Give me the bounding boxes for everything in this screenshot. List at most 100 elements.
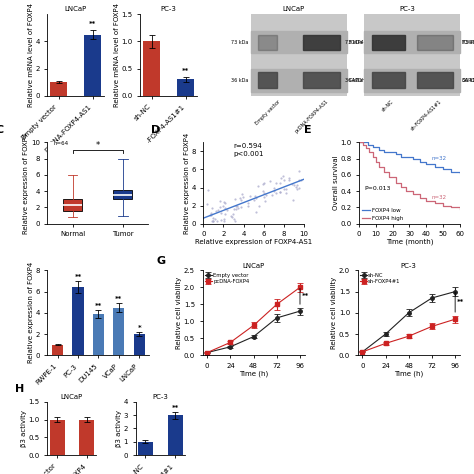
PathPatch shape — [63, 199, 82, 211]
Text: **: ** — [457, 299, 465, 305]
Text: 73 kDa: 73 kDa — [345, 40, 362, 45]
Point — [246, 192, 254, 200]
Text: P=0.013: P=0.013 — [364, 185, 391, 191]
Title: PC-3: PC-3 — [152, 394, 168, 400]
Text: 36 kDa: 36 kDa — [462, 79, 474, 83]
Bar — [50, 82, 67, 96]
Point — [285, 176, 292, 183]
Y-axis label: β3 activity: β3 activity — [116, 410, 122, 447]
Point — [206, 211, 213, 219]
Y-axis label: Relative mRNA level of FOXP4: Relative mRNA level of FOXP4 — [28, 3, 34, 107]
Point — [218, 217, 225, 224]
Text: **: ** — [95, 302, 102, 309]
Point — [293, 185, 301, 192]
Point — [230, 215, 238, 223]
Point — [268, 191, 275, 199]
Y-axis label: Overall survival: Overall survival — [333, 155, 339, 210]
Point — [232, 202, 240, 210]
Point — [277, 188, 284, 196]
Point — [270, 187, 278, 195]
Bar — [177, 79, 194, 96]
Bar — [417, 36, 453, 50]
Bar — [134, 334, 145, 356]
Point — [291, 181, 298, 189]
Point — [282, 189, 289, 196]
Point — [209, 217, 216, 225]
Point — [261, 193, 268, 201]
Text: E: E — [304, 125, 311, 135]
Point — [237, 194, 244, 202]
Text: B: B — [17, 0, 25, 1]
Bar — [138, 442, 153, 455]
Y-axis label: Relative expression of FOXP4: Relative expression of FOXP4 — [184, 132, 190, 234]
Legend: Empty vector, pcDNA-FOXP4: Empty vector, pcDNA-FOXP4 — [205, 273, 249, 284]
Point — [208, 204, 216, 211]
Bar — [303, 36, 340, 50]
Text: 73 kDa: 73 kDa — [462, 40, 474, 45]
Point — [227, 212, 235, 219]
Point — [237, 204, 245, 211]
Bar — [364, 69, 460, 91]
Bar — [50, 419, 64, 455]
Point — [223, 207, 230, 214]
Point — [220, 215, 228, 223]
Text: n=32: n=32 — [431, 156, 447, 161]
Text: *: * — [137, 325, 141, 331]
Point — [229, 210, 237, 218]
Text: p<0.001: p<0.001 — [234, 151, 264, 157]
Point — [222, 204, 229, 212]
Bar — [258, 72, 277, 88]
X-axis label: Relative expression of FOXP4-AS1: Relative expression of FOXP4-AS1 — [195, 239, 312, 245]
Y-axis label: Relative cell viability: Relative cell viability — [331, 277, 337, 349]
Point — [214, 217, 221, 225]
Point — [220, 199, 228, 206]
Point — [288, 180, 296, 187]
Point — [278, 175, 285, 182]
Text: sh-NC: sh-NC — [381, 99, 394, 113]
Point — [207, 211, 215, 219]
Text: **: ** — [302, 293, 309, 299]
Text: **: ** — [172, 405, 179, 410]
Point — [234, 205, 242, 212]
Bar — [143, 41, 160, 96]
Point — [228, 213, 236, 221]
Text: GAPDH: GAPDH — [462, 79, 474, 83]
Point — [210, 217, 217, 225]
Y-axis label: Relative expression of FOXP4: Relative expression of FOXP4 — [28, 262, 34, 364]
Bar — [364, 30, 460, 53]
Point — [252, 208, 260, 216]
Point — [210, 217, 217, 225]
Point — [212, 208, 219, 215]
Text: *: * — [96, 141, 100, 150]
Bar — [417, 72, 453, 88]
Point — [282, 185, 290, 193]
Point — [297, 176, 304, 183]
Text: Empty vector: Empty vector — [255, 99, 281, 126]
Point — [276, 179, 284, 187]
Bar — [52, 345, 63, 356]
Title: LNCaP: LNCaP — [64, 7, 87, 12]
Text: H: H — [16, 384, 25, 394]
Text: **: ** — [74, 274, 82, 280]
Point — [255, 182, 262, 190]
Bar — [251, 30, 346, 53]
Y-axis label: β3 activity: β3 activity — [21, 410, 27, 447]
Bar — [372, 36, 405, 50]
Bar — [168, 415, 182, 455]
Point — [276, 189, 284, 196]
Y-axis label: Relative expression of FOXP4: Relative expression of FOXP4 — [23, 132, 29, 234]
Text: sh-FOXP4-AS1#1: sh-FOXP4-AS1#1 — [410, 99, 443, 132]
Title: LNCaP: LNCaP — [61, 394, 83, 400]
Point — [281, 176, 288, 183]
X-axis label: Time (h): Time (h) — [394, 370, 423, 377]
Text: LNCaP: LNCaP — [283, 6, 305, 12]
Text: r=0.594: r=0.594 — [234, 143, 262, 149]
Text: G: G — [156, 255, 166, 265]
Point — [260, 189, 267, 196]
Point — [216, 203, 223, 210]
Title: PC-3: PC-3 — [161, 7, 176, 12]
Bar — [79, 419, 94, 455]
Point — [218, 209, 225, 217]
Point — [219, 202, 227, 210]
Legend: FOXP4 low, FOXP4 high: FOXP4 low, FOXP4 high — [362, 208, 403, 221]
